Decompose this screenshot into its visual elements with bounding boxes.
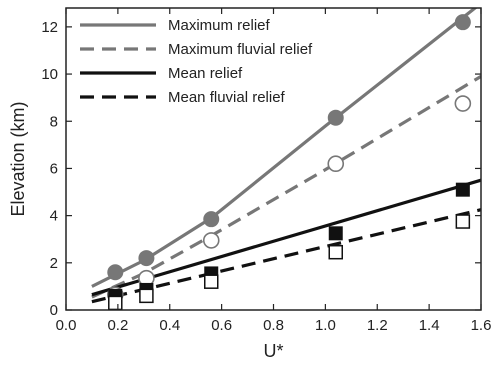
x-tick-label: 0.4 xyxy=(159,317,180,334)
data-point xyxy=(204,274,219,289)
x-tick-label: 1.6 xyxy=(471,317,491,334)
legend-label: Maximum relief xyxy=(168,17,271,34)
y-tick-label: 6 xyxy=(50,160,58,177)
y-tick-label: 4 xyxy=(50,208,58,225)
legend: Maximum relief Maximum fluvial relief Mean… xyxy=(80,17,313,106)
x-tick-label: 1.0 xyxy=(315,317,336,334)
data-point xyxy=(455,182,470,197)
y-tick-label: 8 xyxy=(50,113,58,130)
data-point xyxy=(328,226,343,241)
data-point xyxy=(138,250,155,267)
y-tick-label: 0 xyxy=(50,302,58,319)
fit-line xyxy=(91,178,481,297)
data-point xyxy=(202,232,220,249)
x-axis: 0.0 0.2 0.4 0.6 0.8 1.0 1.2 1.4 1.6 xyxy=(56,8,491,334)
y-tick-label: 2 xyxy=(50,255,58,272)
data-point xyxy=(327,109,344,126)
y-axis-title: Elevation (km) xyxy=(8,101,28,216)
data-point xyxy=(327,155,345,173)
x-tick-label: 0.2 xyxy=(107,317,128,334)
x-tick-label: 0.0 xyxy=(56,317,77,334)
data-point xyxy=(328,244,343,260)
legend-label: Mean fluvial relief xyxy=(168,89,286,106)
y-tick-label: 12 xyxy=(41,19,58,36)
data-point xyxy=(108,295,123,311)
x-tick-label: 0.6 xyxy=(211,317,232,334)
x-axis-title: U* xyxy=(263,341,283,361)
fit-line xyxy=(91,208,481,304)
data-point xyxy=(455,214,471,229)
x-tick-label: 1.2 xyxy=(367,317,388,334)
data-markers xyxy=(106,14,472,311)
legend-label: Mean relief xyxy=(168,65,243,82)
data-point xyxy=(139,288,154,304)
y-tick-label: 10 xyxy=(41,66,58,83)
data-point xyxy=(454,14,471,31)
data-point xyxy=(203,211,220,228)
x-tick-label: 0.8 xyxy=(263,317,284,334)
legend-label: Maximum fluvial relief xyxy=(168,41,313,58)
data-point xyxy=(107,264,124,281)
y-axis: 0 2 4 6 8 10 12 xyxy=(41,19,481,319)
data-point xyxy=(454,95,472,112)
x-tick-label: 1.4 xyxy=(419,317,440,334)
